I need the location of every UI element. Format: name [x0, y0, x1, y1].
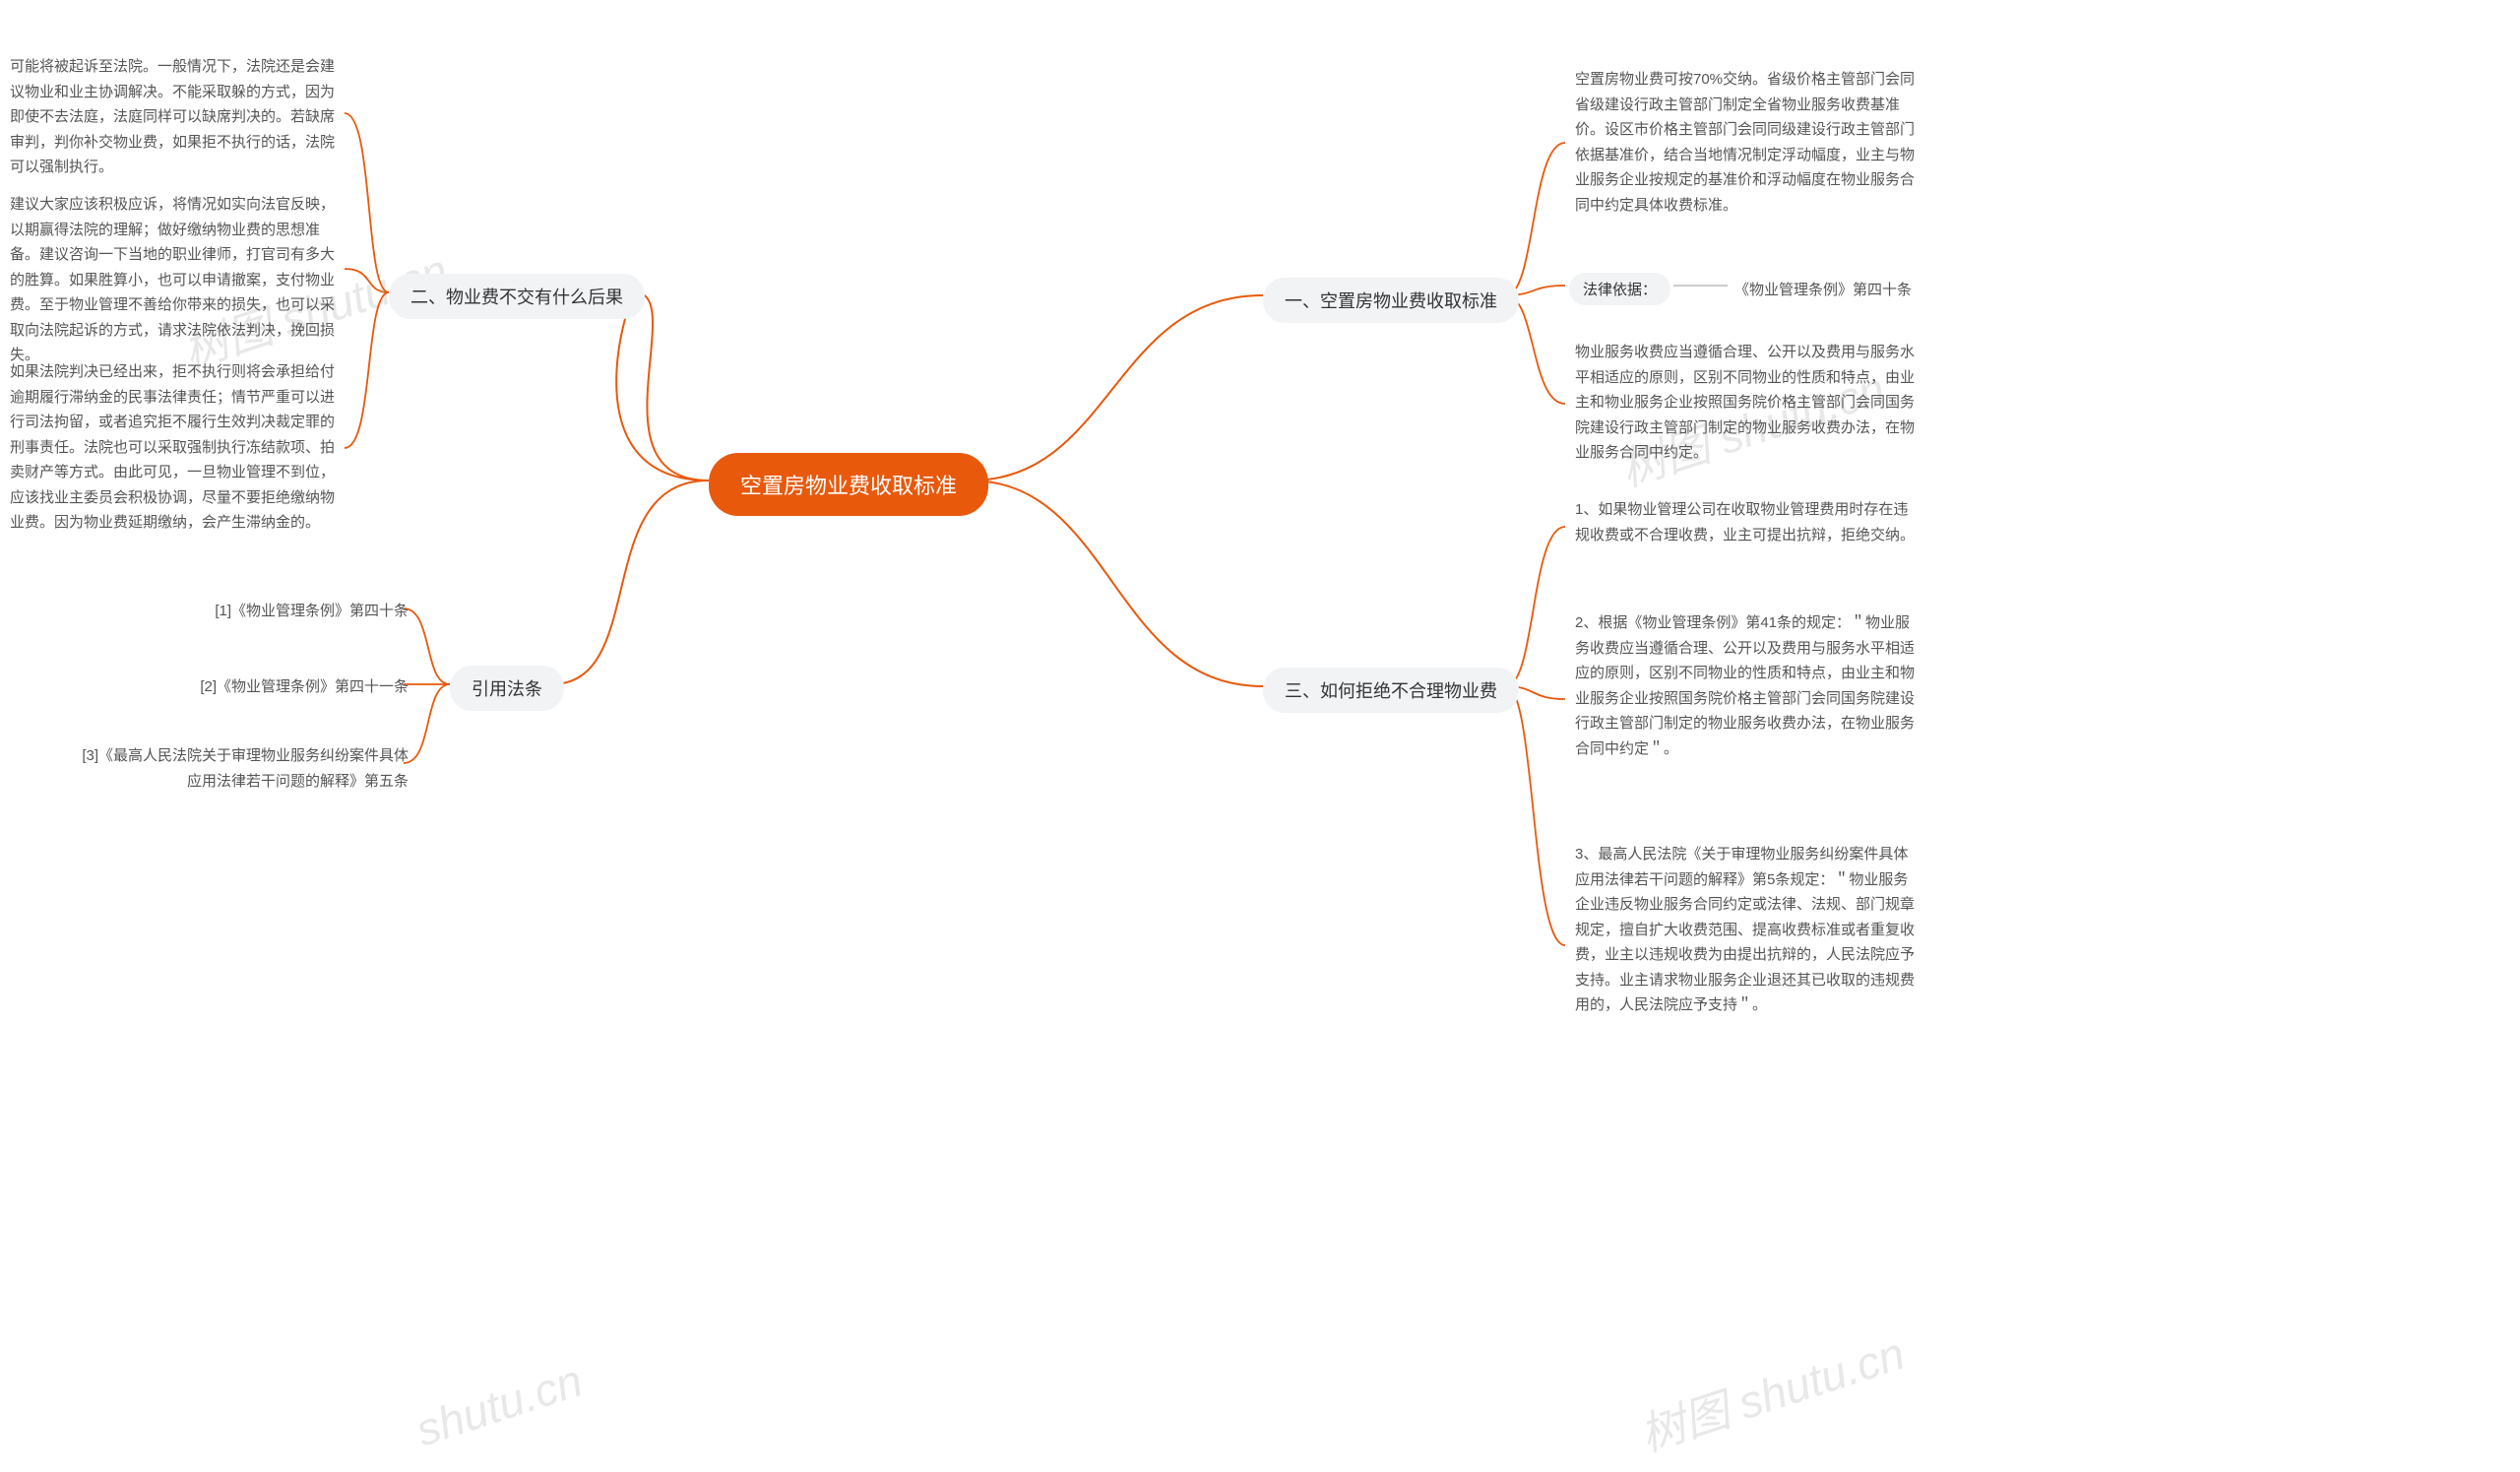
- leaf-l2b: 建议大家应该积极应诉，将情况如实向法官反映，以期赢得法院的理解；做好缴纳物业费的…: [10, 192, 345, 368]
- watermark: shutu.cn: [410, 1353, 589, 1456]
- leaf-r3b: 2、根据《物业管理条例》第41条的规定：＂物业服务收费应当遵循合理、公开以及费用…: [1575, 610, 1920, 761]
- leaf-l4a: [1]《物业管理条例》第四十条: [182, 599, 409, 624]
- leaf-r1a: 空置房物业费可按70%交纳。省级价格主管部门会同省级建设行政主管部门制定全省物业…: [1575, 67, 1920, 218]
- leaf-r1c: 物业服务收费应当遵循合理、公开以及费用与服务水平相适应的原则，区别不同物业的性质…: [1575, 340, 1920, 466]
- leaf-l2a: 可能将被起诉至法院。一般情况下，法院还是会建议物业和业主协调解决。不能采取躲的方…: [10, 54, 345, 180]
- center-node: 空置房物业费收取标准: [709, 453, 988, 516]
- branch-4: 引用法条: [450, 666, 564, 711]
- leaf-l4c: [3]《最高人民法院关于审理物业服务纠纷案件具体应用法律若干问题的解释》第五条: [74, 743, 409, 794]
- leaf-r3a: 1、如果物业管理公司在收取物业管理费用时存在违规收费或不合理收费，业主可提出抗辩…: [1575, 497, 1920, 547]
- branch-2: 二、物业费不交有什么后果: [389, 274, 645, 319]
- watermark: 树图 shutu.cn: [1631, 1318, 1912, 1465]
- leaf-l4b: [2]《物业管理条例》第四十一条: [167, 674, 409, 700]
- branch-1: 一、空置房物业费收取标准: [1263, 278, 1519, 323]
- leaf-r3c: 3、最高人民法院《关于审理物业服务纠纷案件具体应用法律若干问题的解释》第5条规定…: [1575, 842, 1920, 1018]
- connectors: [0, 0, 2520, 1472]
- legal-ref: 《物业管理条例》第四十条: [1734, 278, 1951, 303]
- leaf-l2c: 如果法院判决已经出来，拒不执行则将会承担给付逾期履行滞纳金的民事法律责任；情节严…: [10, 359, 345, 536]
- legal-basis-label: 法律依据：: [1569, 273, 1670, 305]
- branch-3: 三、如何拒绝不合理物业费: [1263, 668, 1519, 713]
